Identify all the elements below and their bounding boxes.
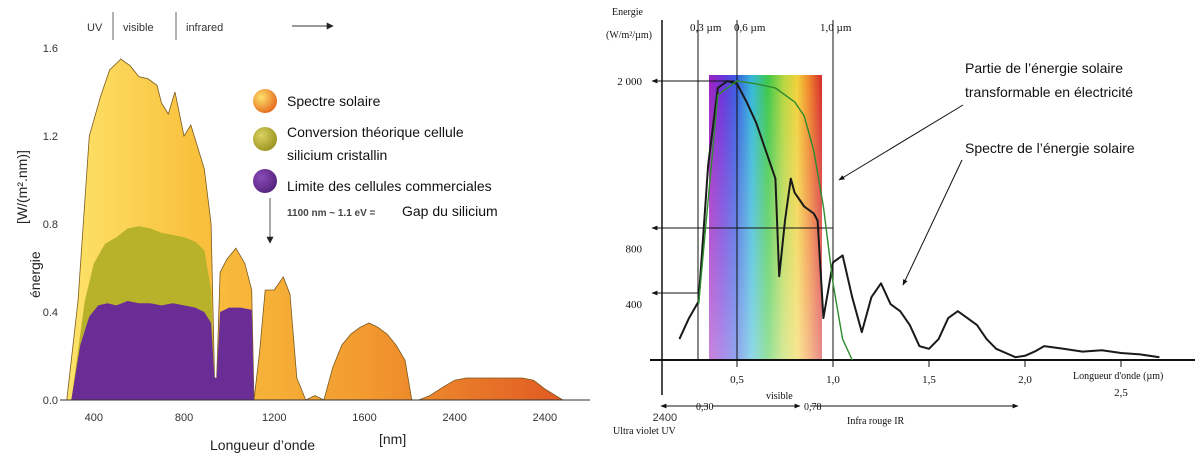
left-x-tick-label: 400 <box>85 412 103 424</box>
left-y-ticks: 0.0 0.4 0.8 1.2 1.6 <box>43 43 58 407</box>
mark-030: 0,30 <box>696 402 714 413</box>
left-chart: UV visible infrared 400 800 1200 1600 2400 24… <box>14 12 677 453</box>
legend-dot-solar <box>253 89 277 113</box>
left-plot-areas <box>66 58 564 401</box>
legend-label-commercial: Limite des cellules commerciales <box>287 178 492 194</box>
gap-prefix: 1100 nm ~ 1.1 eV = <box>287 208 376 219</box>
top-label-03: 0,3 µm <box>690 22 722 34</box>
legend-label-solar: Spectre solaire <box>287 93 381 109</box>
right-plot-lines <box>678 80 1160 361</box>
left-legend: Spectre solaire Conversion théorique cel… <box>253 89 498 244</box>
left-x-tick-label: 1200 <box>262 412 286 424</box>
annotation-usable-arrow <box>838 104 964 181</box>
legend-label-silicon-line2: silicium cristallin <box>287 147 387 163</box>
right-x-tick-label: 2,5 <box>1114 387 1128 399</box>
left-xlabel-word: Longueur d’onde <box>210 437 315 453</box>
left-y-tick-label: 0.8 <box>43 219 58 231</box>
annotation-spectrum-arrow <box>902 159 963 286</box>
right-y-tick-label: 800 <box>626 243 643 255</box>
left-xlabel-unit: [nm] <box>379 431 406 447</box>
right-ylabel-line1: Energie <box>612 7 643 18</box>
band-label-infrared: infrared <box>186 22 223 34</box>
left-x-tick-label: 2400 <box>533 412 557 424</box>
right-y-ticks: 400 800 2 000 <box>617 76 642 311</box>
left-x-tick-label: 2400 <box>653 412 677 424</box>
band-label-uv: UV <box>87 22 103 34</box>
right-y-tick-label: 2 000 <box>617 76 642 88</box>
left-y-tick-label: 1.2 <box>43 131 58 143</box>
annotation-usable-line1: Partie de l’énergie solaire <box>965 60 1123 76</box>
right-ylabel-line2: (W/m²/µm) <box>606 30 652 41</box>
right-x-tick-label: 1,5 <box>922 374 936 386</box>
annotation-spectrum: Spectre de l’énergie solaire <box>965 140 1135 156</box>
area-commercial-limit <box>71 301 254 400</box>
legend-dot-commercial <box>253 169 277 193</box>
right-y-tick-label: 400 <box>626 299 643 311</box>
left-y-tick-label: 0.4 <box>43 307 58 319</box>
visible-spectrum-fade <box>709 75 822 360</box>
visible-label: visible <box>766 391 793 402</box>
mark-078: 0,78 <box>804 402 822 413</box>
line-usable-energy <box>697 80 853 361</box>
ir-label: Infra rouge IR <box>847 416 905 427</box>
gap-label: Gap du silicium <box>402 203 498 219</box>
right-x-tick-label: 1,0 <box>826 374 840 386</box>
left-x-tick-label: 800 <box>175 412 193 424</box>
band-label-visible: visible <box>123 22 154 34</box>
left-ylabel-unit: [W/(m².nm)] <box>14 150 30 224</box>
left-x-ticks: 400 800 1200 1600 2400 2400 2400 <box>85 412 677 424</box>
left-ylabel-word: énergie <box>27 251 43 298</box>
line-solar-spectrum <box>678 80 1160 359</box>
right-x-ticks: 0,5 1,0 1,5 2,0 2,5 <box>730 360 1128 399</box>
left-y-tick-label: 1.6 <box>43 43 58 55</box>
top-label-06: 0,6 µm <box>734 22 766 34</box>
left-y-tick-label: 0.0 <box>43 395 58 407</box>
left-x-tick-label: 2400 <box>442 412 466 424</box>
right-xlabel: Longueur d'onde (µm) <box>1073 371 1163 382</box>
top-label-10: 1,0 µm <box>820 22 852 34</box>
uv-label: Ultra violet UV <box>613 426 677 437</box>
left-x-tick-label: 1600 <box>352 412 376 424</box>
right-x-tick-label: 2,0 <box>1018 374 1032 386</box>
legend-label-silicon: Conversion théorique cellule <box>287 124 464 140</box>
right-x-tick-label: 0,5 <box>730 374 744 386</box>
legend-dot-silicon <box>253 127 277 151</box>
annotation-usable-line2: transformable en électricité <box>965 84 1133 100</box>
right-chart: Energie (W/m²/µm) 400 800 2 000 0,3 µm 0,6… <box>606 7 1195 437</box>
